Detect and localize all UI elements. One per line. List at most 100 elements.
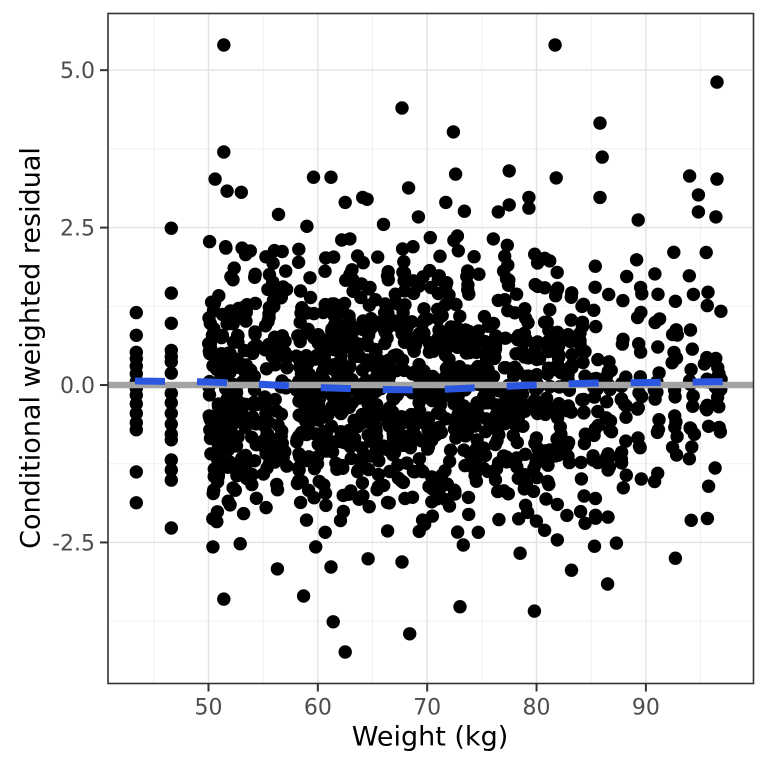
data-point xyxy=(588,422,602,436)
data-point xyxy=(486,369,501,384)
data-point xyxy=(602,287,616,302)
data-point xyxy=(634,305,648,320)
data-point xyxy=(522,201,536,215)
data-point xyxy=(652,413,666,427)
data-point xyxy=(274,407,289,421)
data-point xyxy=(413,404,427,418)
data-point xyxy=(325,445,340,459)
loess-smooth-line xyxy=(108,377,754,394)
data-point xyxy=(333,513,348,528)
data-point xyxy=(565,286,579,300)
data-point xyxy=(515,387,530,401)
data-point xyxy=(246,346,260,361)
data-point xyxy=(529,431,544,445)
data-point xyxy=(526,484,541,499)
data-point xyxy=(235,397,250,411)
data-point xyxy=(377,439,391,453)
data-point xyxy=(498,293,512,307)
data-point xyxy=(270,562,285,576)
data-point xyxy=(421,312,435,326)
data-point xyxy=(710,75,724,89)
data-point xyxy=(210,514,224,529)
data-point xyxy=(502,273,516,287)
data-point xyxy=(614,445,629,459)
data-point xyxy=(714,304,728,318)
data-point xyxy=(550,411,565,425)
x-tick-label: 70 xyxy=(413,696,441,721)
data-point xyxy=(631,401,645,415)
data-point xyxy=(334,348,348,362)
data-point xyxy=(395,242,410,256)
data-point xyxy=(335,458,349,473)
data-point xyxy=(338,645,352,659)
data-point xyxy=(164,473,178,487)
data-point xyxy=(247,395,261,409)
data-point xyxy=(669,448,684,462)
data-point xyxy=(381,265,395,279)
data-point xyxy=(233,537,247,551)
data-point xyxy=(701,285,715,299)
data-point xyxy=(278,445,292,459)
data-point xyxy=(296,589,311,603)
data-point xyxy=(683,323,698,337)
data-point xyxy=(712,420,726,435)
data-point xyxy=(223,498,237,512)
data-point xyxy=(362,500,376,514)
data-point xyxy=(442,454,457,469)
data-point xyxy=(371,250,385,264)
data-point xyxy=(268,358,282,372)
data-point xyxy=(164,417,178,431)
data-point xyxy=(586,453,600,467)
data-point xyxy=(668,551,683,565)
data-point xyxy=(502,198,516,212)
data-point xyxy=(527,604,542,618)
data-point xyxy=(588,508,603,522)
data-point xyxy=(446,125,461,139)
data-point xyxy=(588,280,602,294)
data-point xyxy=(599,411,613,425)
x-tick-label: 60 xyxy=(304,696,332,721)
data-point xyxy=(235,407,249,421)
data-point xyxy=(239,314,253,328)
data-point xyxy=(477,309,492,324)
data-point xyxy=(202,388,217,402)
data-point xyxy=(600,577,615,591)
data-point xyxy=(457,419,471,433)
data-point xyxy=(439,195,453,210)
data-point xyxy=(527,336,542,351)
data-point xyxy=(226,317,240,331)
data-point xyxy=(354,290,368,305)
data-point xyxy=(647,474,662,489)
data-point xyxy=(550,533,564,547)
data-point xyxy=(129,328,143,342)
data-point xyxy=(164,406,178,421)
data-point xyxy=(355,476,370,490)
data-point xyxy=(343,232,357,246)
data-point xyxy=(450,229,465,243)
scatter-points xyxy=(129,38,728,659)
data-point xyxy=(311,389,325,403)
data-point xyxy=(448,487,462,501)
data-point xyxy=(634,472,648,486)
y-tick-label: 0.0 xyxy=(60,374,95,399)
data-point xyxy=(648,267,662,281)
data-point xyxy=(518,447,532,461)
data-point xyxy=(668,294,683,308)
data-point xyxy=(588,259,602,273)
data-point xyxy=(164,286,178,300)
data-point xyxy=(508,360,522,374)
data-point xyxy=(492,512,506,527)
data-point xyxy=(129,406,143,421)
data-point xyxy=(709,351,723,366)
data-point xyxy=(401,181,416,195)
data-point xyxy=(164,316,178,330)
data-point xyxy=(210,475,225,489)
data-point xyxy=(303,271,317,285)
data-point xyxy=(461,264,475,278)
data-point xyxy=(231,430,245,444)
data-point xyxy=(227,261,241,275)
data-point xyxy=(248,270,262,284)
data-point xyxy=(462,324,476,339)
data-point xyxy=(217,38,231,52)
data-point xyxy=(406,240,420,254)
